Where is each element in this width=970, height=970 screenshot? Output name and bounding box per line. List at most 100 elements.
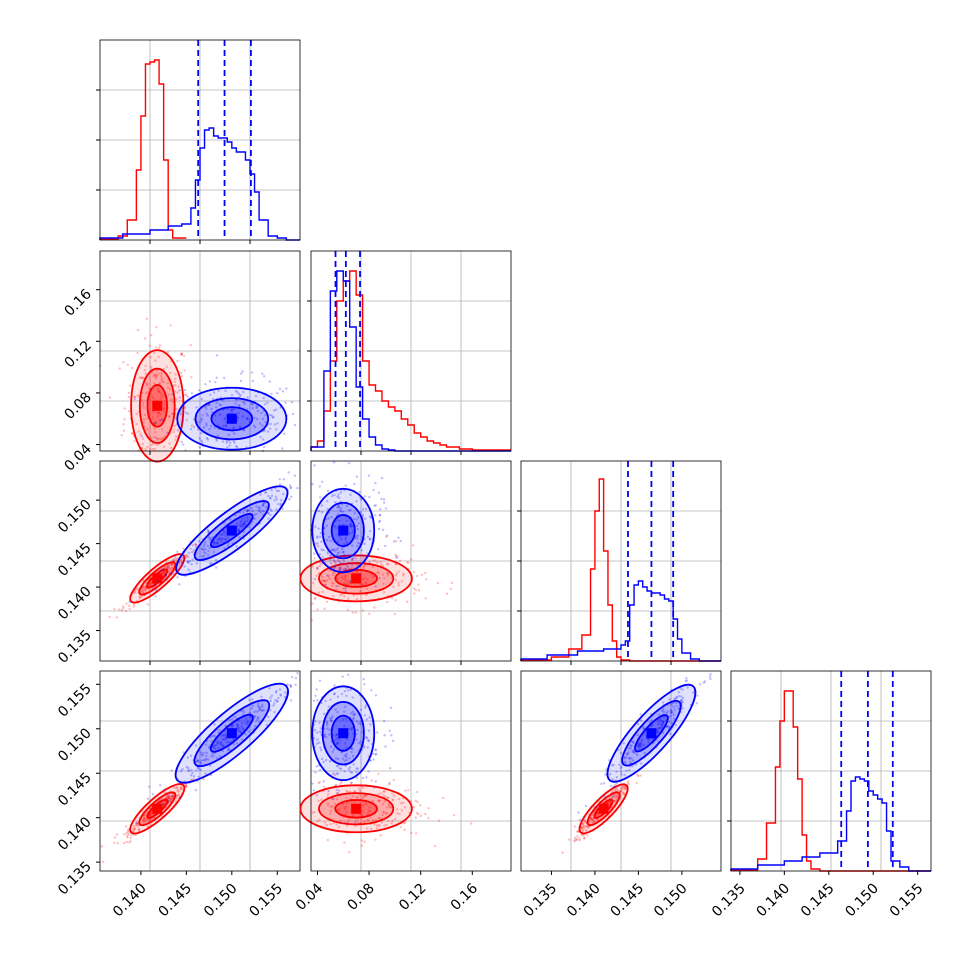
hist-blue xyxy=(310,270,511,452)
scatter-point xyxy=(234,444,238,448)
scatter-point xyxy=(194,788,198,792)
scatter-point xyxy=(138,595,141,599)
scatter-point xyxy=(144,587,147,591)
scatter-point xyxy=(384,745,387,748)
scatter-point xyxy=(334,561,337,565)
scatter-point xyxy=(273,423,277,426)
scatter-point xyxy=(205,412,208,415)
scatter-point xyxy=(381,573,385,576)
scatter-point xyxy=(141,437,145,440)
scatter-point xyxy=(183,406,187,409)
scatter-point xyxy=(157,411,160,414)
scatter-point xyxy=(194,543,198,546)
scatter-point xyxy=(152,374,156,377)
scatter-point xyxy=(151,448,154,451)
scatter-point xyxy=(424,812,427,816)
scatter-point xyxy=(230,393,234,397)
scatter-point xyxy=(165,566,169,569)
scatter-point xyxy=(198,446,202,449)
scatter-point xyxy=(122,429,126,432)
scatter-point xyxy=(200,417,203,420)
scatter-point xyxy=(135,412,138,416)
scatter-point xyxy=(135,821,138,825)
scatter-point xyxy=(261,417,265,421)
scatter-point xyxy=(312,789,316,792)
scatter-point xyxy=(341,587,345,590)
scatter-point xyxy=(322,780,325,783)
scatter-point xyxy=(185,393,188,396)
scatter-point xyxy=(215,542,219,545)
scatter-point xyxy=(373,504,376,507)
scatter-point xyxy=(212,550,216,554)
scatter-point xyxy=(337,789,341,792)
scatter-point xyxy=(218,403,221,406)
scatter-point xyxy=(149,435,152,439)
scatter-point xyxy=(316,608,319,611)
scatter-point xyxy=(204,547,207,551)
scatter-point xyxy=(171,794,174,797)
scatter-point xyxy=(238,536,241,539)
scatter-point xyxy=(213,541,216,545)
scatter-point xyxy=(313,577,317,581)
scatter-point xyxy=(319,768,322,772)
scatter-point xyxy=(271,416,274,419)
scatter-point xyxy=(147,785,151,788)
scatter-point xyxy=(100,845,104,848)
scatter-point xyxy=(288,484,292,487)
scatter-point xyxy=(270,509,273,512)
scatter-point xyxy=(279,502,283,506)
scatter-point xyxy=(178,389,181,392)
scatter-point xyxy=(355,475,359,478)
scatter-point xyxy=(394,553,397,557)
scatter-point xyxy=(242,401,245,404)
scatter-point xyxy=(179,558,183,562)
scatter-point xyxy=(150,334,153,337)
scatter-point xyxy=(427,806,430,810)
scatter-point xyxy=(233,407,236,411)
scatter-point xyxy=(143,369,147,372)
scatter-point xyxy=(154,421,157,424)
scatter-point xyxy=(180,353,184,356)
scatter-point xyxy=(169,568,172,572)
scatter-point xyxy=(180,440,184,444)
hist-red xyxy=(99,59,187,240)
scatter-point xyxy=(573,825,576,828)
scatter-point xyxy=(205,424,208,427)
scatter-point xyxy=(166,565,169,568)
panel-2-1 xyxy=(299,460,512,665)
scatter-point xyxy=(255,505,258,508)
scatter-point xyxy=(128,409,131,413)
scatter-point xyxy=(200,547,204,550)
scatter-point xyxy=(252,424,256,427)
panel-1-0: 0.04 0.08 0.12 0.16 xyxy=(61,250,301,474)
scatter-point xyxy=(246,417,249,421)
scatter-point xyxy=(419,814,423,818)
scatter-point xyxy=(394,578,398,582)
x-tick-label: 0.155 xyxy=(887,881,927,921)
x-tick-label: 0.150 xyxy=(651,881,691,921)
scatter-point xyxy=(181,419,184,423)
scatter-point xyxy=(180,352,184,355)
scatter-point xyxy=(246,520,249,523)
scatter-point xyxy=(236,390,239,394)
scatter-point xyxy=(449,587,452,591)
scatter-point xyxy=(333,571,336,575)
scatter-point xyxy=(162,380,165,384)
scatter-point xyxy=(695,702,699,705)
scatter-point xyxy=(274,408,278,411)
scatter-point xyxy=(255,406,258,410)
scatter-blue xyxy=(133,354,297,453)
scatter-point xyxy=(261,372,264,375)
scatter-point xyxy=(386,571,390,575)
scatter-point xyxy=(389,706,393,710)
y-tick-label: 0.155 xyxy=(55,681,95,721)
scatter-point xyxy=(195,562,198,565)
scatter-point xyxy=(243,402,246,405)
scatter-point xyxy=(221,440,225,443)
scatter-point xyxy=(163,788,166,791)
scatter-point xyxy=(160,418,164,422)
scatter-point xyxy=(391,739,395,743)
scatter-point xyxy=(246,417,249,421)
scatter-point xyxy=(210,562,213,565)
